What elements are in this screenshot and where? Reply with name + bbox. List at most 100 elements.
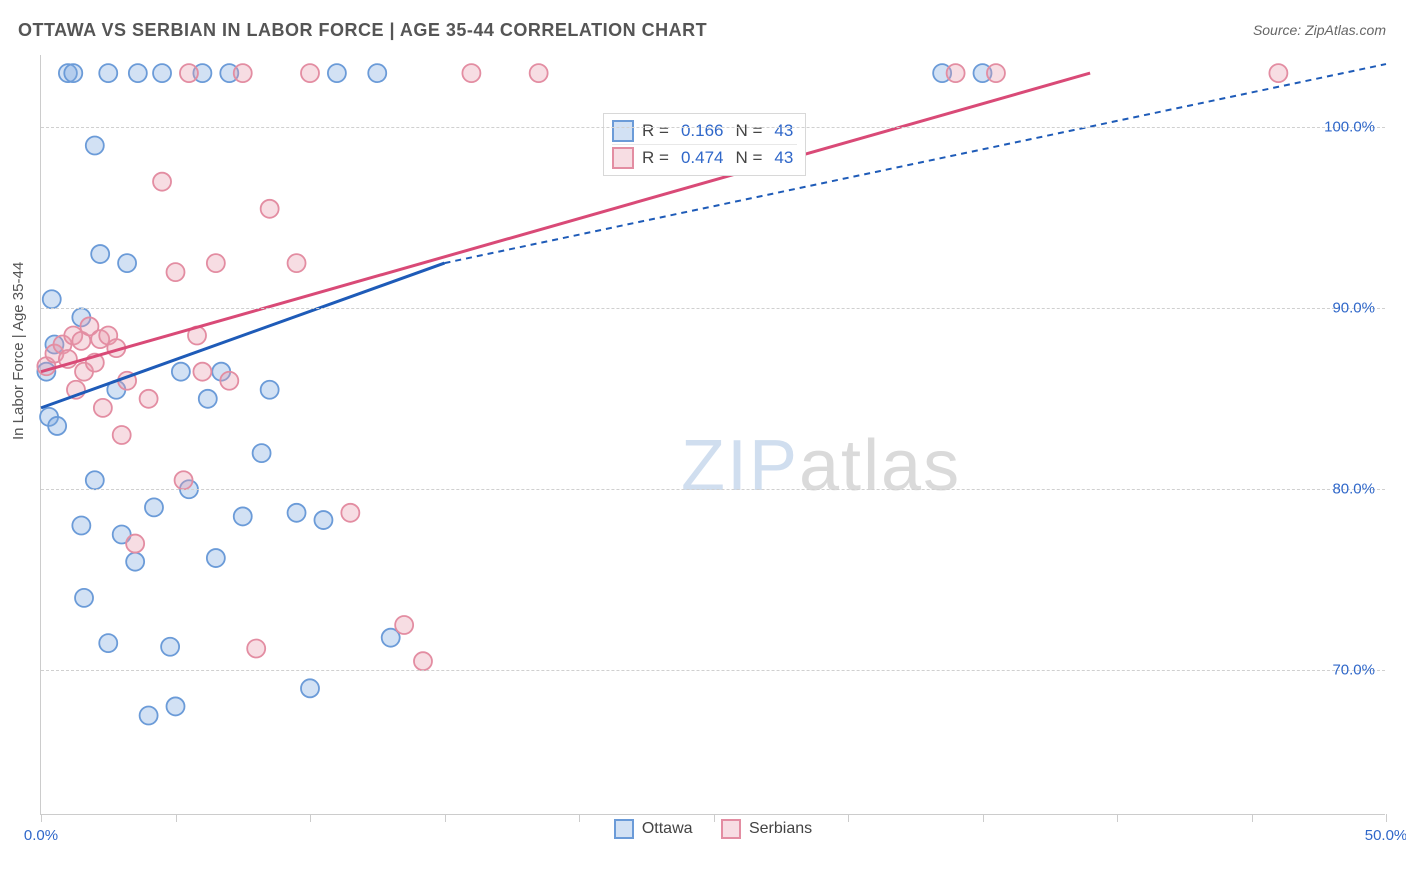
x-tick <box>1117 814 1118 822</box>
ottawa-point <box>145 498 163 516</box>
serbians-point <box>341 504 359 522</box>
y-axis-label: In Labor Force | Age 35-44 <box>10 262 27 440</box>
serbians-point <box>94 399 112 417</box>
x-tick <box>176 814 177 822</box>
serbians-point <box>530 64 548 82</box>
serbians-point <box>261 200 279 218</box>
x-tick <box>445 814 446 822</box>
ottawa-point <box>261 381 279 399</box>
serbians-point <box>1269 64 1287 82</box>
serbians-point <box>167 263 185 281</box>
ottawa-point <box>91 245 109 263</box>
serbians-point <box>987 64 1005 82</box>
gridline <box>41 670 1385 671</box>
gridline <box>41 127 1385 128</box>
ottawa-point <box>140 706 158 724</box>
serbians-point <box>180 64 198 82</box>
x-tick-label: 0.0% <box>24 827 58 844</box>
ottawa-point <box>161 638 179 656</box>
x-tick <box>1386 814 1387 822</box>
ottawa-point <box>172 363 190 381</box>
ottawa-point <box>368 64 386 82</box>
legend-row-serbians: R = 0.474 N = 43 <box>612 144 797 171</box>
ottawa-point <box>314 511 332 529</box>
ottawa-point <box>126 553 144 571</box>
r-label: R = <box>642 148 669 168</box>
x-tick <box>579 814 580 822</box>
y-tick-label: 90.0% <box>1332 300 1375 317</box>
n-label: N = <box>735 148 762 168</box>
ottawa-point <box>328 64 346 82</box>
ottawa-point <box>118 254 136 272</box>
ottawa-point <box>43 290 61 308</box>
ottawa-point <box>199 390 217 408</box>
ottawa-point <box>253 444 271 462</box>
serbians-point <box>462 64 480 82</box>
ottawa-label: Ottawa <box>642 820 693 838</box>
x-tick <box>983 814 984 822</box>
n-label: N = <box>735 121 762 141</box>
x-tick <box>41 814 42 822</box>
series-legend: Ottawa Serbians <box>41 819 1385 844</box>
correlation-legend: R = 0.166 N = 43 R = 0.474 N = 43 <box>603 113 806 176</box>
ottawa-point <box>86 136 104 154</box>
x-tick <box>310 814 311 822</box>
ottawa-point <box>64 64 82 82</box>
y-tick-label: 70.0% <box>1332 662 1375 679</box>
ottawa-point <box>207 549 225 567</box>
ottawa-point <box>86 471 104 489</box>
ottawa-point <box>288 504 306 522</box>
serbians-n-value: 43 <box>770 148 797 168</box>
serbians-point <box>414 652 432 670</box>
y-tick-label: 80.0% <box>1332 481 1375 498</box>
x-tick <box>714 814 715 822</box>
serbians-point <box>175 471 193 489</box>
ottawa-point <box>48 417 66 435</box>
legend-item-serbians: Serbians <box>721 819 812 839</box>
serbians-point <box>153 173 171 191</box>
x-tick <box>848 814 849 822</box>
serbians-swatch-icon <box>612 147 634 169</box>
serbians-swatch-icon <box>721 819 741 839</box>
serbians-point <box>288 254 306 272</box>
ottawa-point <box>153 64 171 82</box>
ottawa-swatch-icon <box>614 819 634 839</box>
ottawa-point <box>75 589 93 607</box>
ottawa-point <box>234 507 252 525</box>
serbians-point <box>947 64 965 82</box>
legend-row-ottawa: R = 0.166 N = 43 <box>612 118 797 144</box>
ottawa-point <box>167 697 185 715</box>
r-label: R = <box>642 121 669 141</box>
ottawa-trendline-dash <box>445 64 1387 263</box>
y-tick-label: 100.0% <box>1324 119 1375 136</box>
serbians-point <box>301 64 319 82</box>
serbians-point <box>193 363 211 381</box>
chart-title: OTTAWA VS SERBIAN IN LABOR FORCE | AGE 3… <box>18 20 707 41</box>
chart-container: OTTAWA VS SERBIAN IN LABOR FORCE | AGE 3… <box>0 0 1406 892</box>
legend-item-ottawa: Ottawa <box>614 819 693 839</box>
serbians-label: Serbians <box>749 820 812 838</box>
serbians-point <box>207 254 225 272</box>
gridline <box>41 489 1385 490</box>
plot-area: ZIPatlas R = 0.166 N = 43 R = 0.474 N = … <box>40 55 1385 815</box>
ottawa-r-value: 0.166 <box>677 121 728 141</box>
serbians-trendline <box>41 73 1090 372</box>
ottawa-n-value: 43 <box>770 121 797 141</box>
x-tick-label: 50.0% <box>1365 827 1406 844</box>
x-tick <box>1252 814 1253 822</box>
ottawa-point <box>129 64 147 82</box>
ottawa-point <box>99 64 117 82</box>
ottawa-point <box>72 516 90 534</box>
serbians-point <box>247 640 265 658</box>
ottawa-point <box>301 679 319 697</box>
ottawa-point <box>99 634 117 652</box>
serbians-point <box>126 535 144 553</box>
serbians-point <box>395 616 413 634</box>
serbians-point <box>140 390 158 408</box>
serbians-r-value: 0.474 <box>677 148 728 168</box>
ottawa-swatch-icon <box>612 120 634 142</box>
serbians-point <box>234 64 252 82</box>
source-attribution: Source: ZipAtlas.com <box>1253 22 1386 38</box>
gridline <box>41 308 1385 309</box>
serbians-point <box>113 426 131 444</box>
